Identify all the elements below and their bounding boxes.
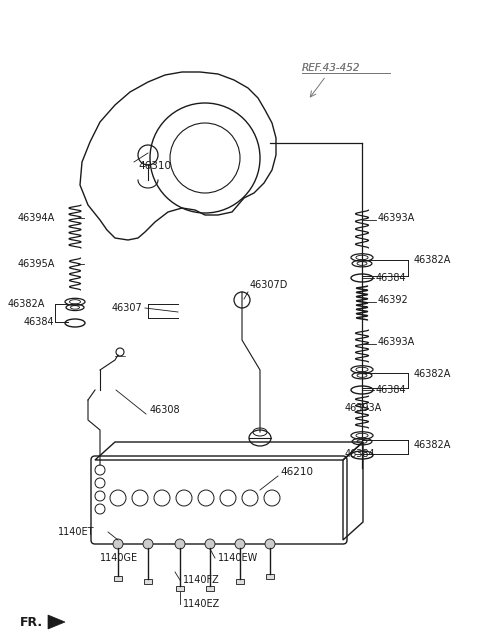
Circle shape — [205, 539, 215, 549]
Text: 46392: 46392 — [378, 295, 409, 305]
Text: 46394A: 46394A — [18, 213, 55, 223]
Text: 46210: 46210 — [280, 467, 313, 477]
Text: 46393A: 46393A — [378, 213, 415, 223]
Bar — [206, 586, 214, 591]
Text: 46308: 46308 — [150, 405, 180, 415]
Circle shape — [143, 539, 153, 549]
Circle shape — [113, 539, 123, 549]
Bar — [176, 586, 184, 591]
Text: 46393A: 46393A — [378, 337, 415, 347]
Text: 46307: 46307 — [112, 303, 143, 313]
Bar — [144, 579, 152, 584]
Text: 46382A: 46382A — [8, 299, 46, 309]
Text: 1140EZ: 1140EZ — [183, 599, 220, 609]
Bar — [236, 579, 244, 584]
Circle shape — [235, 539, 245, 549]
Text: FR.: FR. — [20, 615, 43, 629]
Bar — [114, 576, 122, 581]
Circle shape — [265, 539, 275, 549]
Text: 46384: 46384 — [376, 273, 407, 283]
Text: 46382A: 46382A — [414, 255, 451, 265]
Text: 46382A: 46382A — [414, 369, 451, 379]
Text: 46384: 46384 — [24, 317, 55, 327]
Text: 46384: 46384 — [376, 385, 407, 395]
Text: 1140EW: 1140EW — [218, 553, 258, 563]
Bar — [266, 574, 274, 579]
Text: 46382A: 46382A — [414, 440, 451, 450]
Circle shape — [175, 539, 185, 549]
Polygon shape — [48, 615, 65, 629]
Text: 1140ET: 1140ET — [58, 527, 95, 537]
Text: 1140FZ: 1140FZ — [183, 575, 220, 585]
Text: 46307D: 46307D — [250, 280, 288, 290]
Text: REF.43-452: REF.43-452 — [302, 63, 360, 73]
Text: 46393A: 46393A — [345, 403, 382, 413]
Text: 46310: 46310 — [138, 161, 171, 171]
Text: 46384: 46384 — [345, 449, 376, 459]
Text: 46395A: 46395A — [18, 259, 55, 269]
Text: 1140GE: 1140GE — [100, 553, 138, 563]
Text: REF.43-452: REF.43-452 — [302, 63, 360, 73]
